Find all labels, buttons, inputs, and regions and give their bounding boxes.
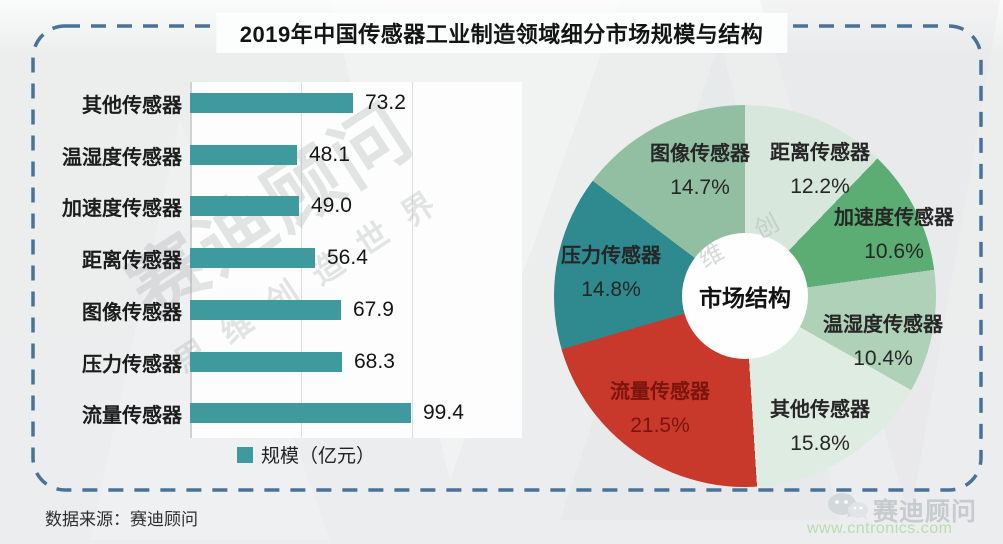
pie-slice-label: 其他传感器 15.8% bbox=[770, 393, 870, 461]
legend: 规模（亿元） bbox=[190, 441, 422, 468]
wechat-icon bbox=[828, 493, 868, 521]
bar-category-label: 加速度传感器 bbox=[62, 197, 182, 220]
bar-value-label: 67.9 bbox=[353, 298, 394, 321]
bar bbox=[190, 248, 315, 268]
bar bbox=[190, 93, 353, 113]
brand-name: 赛迪顾问 bbox=[873, 498, 978, 526]
bar-value-label: 99.4 bbox=[423, 401, 464, 424]
slice-percent: 15.8% bbox=[790, 432, 850, 455]
slice-name: 图像传感器 bbox=[650, 143, 750, 165]
bar-category-label: 图像传感器 bbox=[82, 301, 182, 324]
bar-value-label: 56.4 bbox=[327, 246, 368, 269]
chart-title: 2019年中国传感器工业制造领域细分市场规模与结构 bbox=[215, 13, 788, 53]
bar-row: 其他传感器 73.2 bbox=[30, 90, 406, 117]
bar-row: 加速度传感器 49.0 bbox=[30, 193, 352, 220]
bar-row: 压力传感器 68.3 bbox=[30, 349, 395, 376]
donut-chart: 维 创 市场结构 bbox=[554, 105, 936, 487]
bar-category-label: 流量传感器 bbox=[82, 404, 182, 427]
slice-percent: 10.6% bbox=[864, 240, 924, 263]
bar-category-label: 距离传感器 bbox=[82, 249, 182, 272]
pie-slice-label: 温湿度传感器 10.4% bbox=[823, 308, 943, 376]
slice-percent: 12.2% bbox=[790, 175, 850, 198]
bar-value-label: 73.2 bbox=[365, 91, 406, 114]
legend-label: 规模（亿元） bbox=[260, 446, 375, 467]
pie-slice-label: 加速度传感器 10.6% bbox=[834, 201, 954, 269]
bar bbox=[190, 196, 299, 216]
bar-row: 流量传感器 99.4 bbox=[30, 400, 464, 427]
bar bbox=[190, 145, 297, 165]
slice-percent: 21.5% bbox=[630, 414, 690, 437]
bar-value-label: 68.3 bbox=[354, 350, 395, 373]
slice-name: 流量传感器 bbox=[610, 381, 710, 403]
bar-value-label: 48.1 bbox=[309, 143, 350, 166]
slice-percent: 14.7% bbox=[670, 176, 730, 199]
pie-slice-label: 压力传感器 14.8% bbox=[561, 239, 661, 307]
source-note: 数据来源：赛迪顾问 bbox=[45, 510, 198, 529]
slice-name: 温湿度传感器 bbox=[823, 314, 943, 336]
pie-slice-label: 距离传感器 12.2% bbox=[770, 136, 870, 204]
gridline-100 bbox=[412, 82, 413, 438]
slice-percent: 14.8% bbox=[581, 278, 641, 301]
pie-slice-label: 图像传感器 14.7% bbox=[650, 137, 750, 205]
bar-row: 温湿度传感器 48.1 bbox=[30, 142, 350, 169]
bar-category-label: 其他传感器 bbox=[82, 94, 182, 117]
donut-hole bbox=[682, 233, 808, 359]
website-url: www.cntronics.com bbox=[807, 520, 953, 537]
pie-slice-label: 流量传感器 21.5% bbox=[610, 375, 710, 443]
bar bbox=[190, 352, 342, 372]
bar-row: 距离传感器 56.4 bbox=[30, 245, 368, 272]
bar-row: 图像传感器 67.9 bbox=[30, 297, 394, 324]
slice-name: 压力传感器 bbox=[561, 245, 661, 267]
slice-name: 加速度传感器 bbox=[834, 207, 954, 229]
bar-category-label: 温湿度传感器 bbox=[62, 146, 182, 169]
footer-branding: 赛迪顾问 www.cntronics.com bbox=[807, 488, 987, 540]
bar bbox=[190, 403, 411, 423]
donut-center-label: 市场结构 bbox=[699, 285, 791, 311]
bar bbox=[190, 300, 341, 320]
bar-value-label: 49.0 bbox=[311, 194, 352, 217]
slice-name: 距离传感器 bbox=[770, 142, 870, 164]
slice-percent: 10.4% bbox=[853, 347, 913, 370]
bar-category-label: 压力传感器 bbox=[82, 353, 182, 376]
legend-swatch bbox=[236, 446, 253, 463]
slice-name: 其他传感器 bbox=[770, 399, 870, 421]
